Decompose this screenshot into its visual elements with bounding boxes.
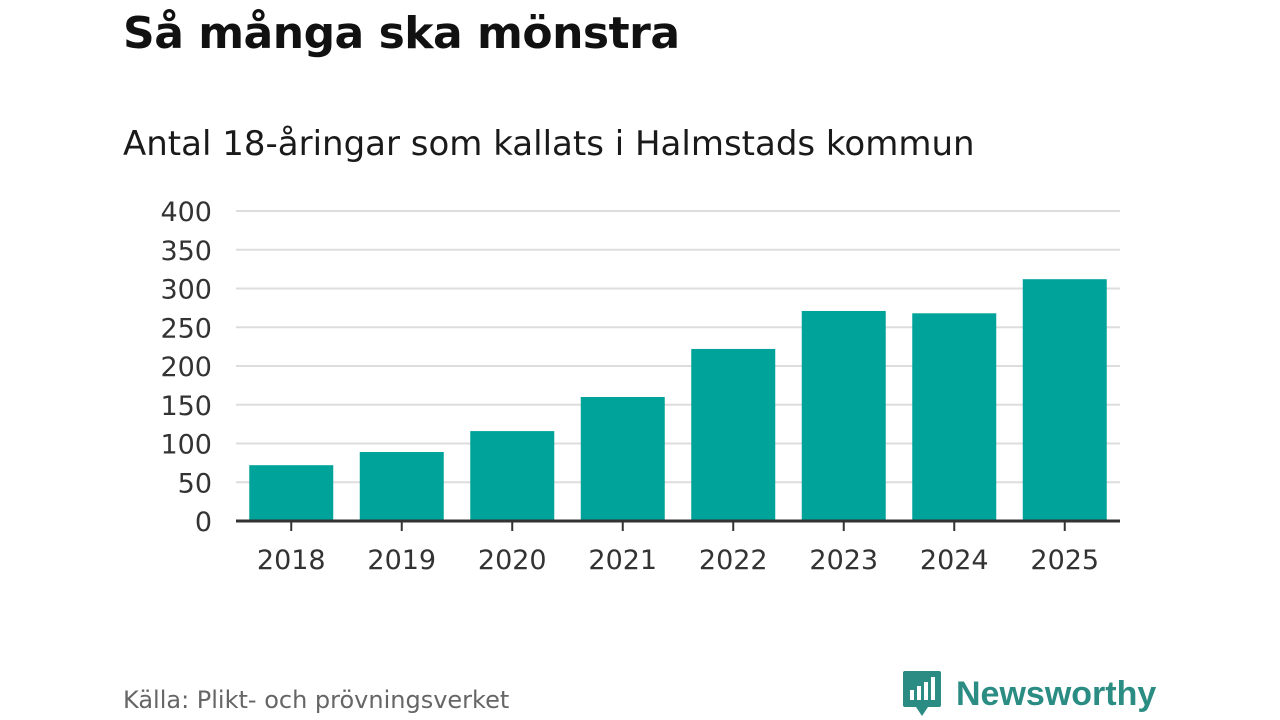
newsworthy-logo-icon: [903, 671, 941, 716]
x-tick-label: 2018: [257, 545, 326, 576]
y-tick-label: 0: [195, 507, 212, 538]
bar-2025: [1022, 279, 1107, 521]
y-tick-label: 150: [160, 391, 212, 422]
bar-2023: [801, 310, 886, 521]
x-tick-label: 2019: [367, 545, 436, 576]
y-tick-label: 400: [160, 197, 212, 228]
y-tick-label: 200: [160, 352, 212, 383]
bar-chart: 0 50 100 150 200 250 300 350 400 2018 2019 2020 2021…: [160, 197, 1120, 576]
brand-logo[interactable]: Newsworthy: [902, 670, 1156, 718]
y-tick-label: 250: [160, 313, 212, 344]
x-tick-label: 2024: [920, 545, 989, 576]
y-tick-label: 300: [160, 275, 212, 306]
x-tick-label: 2025: [1030, 545, 1099, 576]
bar-2018: [249, 465, 334, 521]
chart-title: Så många ska mönstra: [123, 8, 680, 59]
x-tick-label: 2020: [478, 545, 547, 576]
x-tick-label: 2022: [699, 545, 768, 576]
brand-name: Newsworthy: [956, 674, 1157, 713]
x-tick-label: 2023: [809, 545, 878, 576]
bar-2021: [580, 397, 665, 521]
chart-subtitle: Antal 18-åringar som kallats i Halmstads…: [123, 124, 975, 164]
bar-2020: [470, 431, 555, 521]
source-note: Källa: Plikt- och prövningsverket: [123, 686, 510, 714]
bar-2019: [359, 452, 444, 521]
bar-2024: [912, 313, 997, 521]
x-tick-label: 2021: [588, 545, 657, 576]
y-tick-label: 50: [178, 468, 212, 499]
y-tick-label: 100: [160, 430, 212, 461]
bar-2022: [691, 348, 776, 521]
y-tick-label: 350: [160, 236, 212, 267]
